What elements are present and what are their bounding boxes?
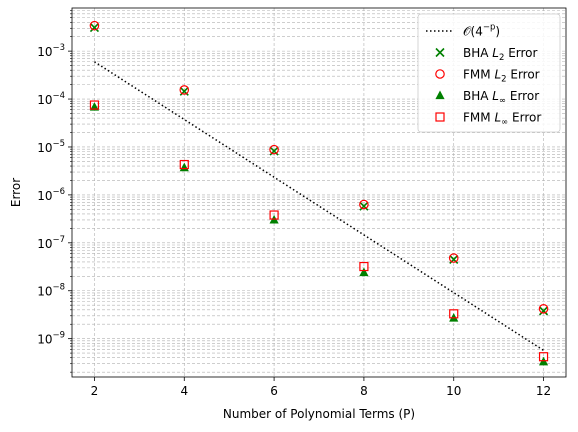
legend-item: 𝒪(4−p)	[426, 23, 500, 39]
x-axis-label: Number of Polynomial Terms (P)	[223, 407, 415, 421]
x-tick-label: 10	[446, 384, 461, 398]
data-point	[538, 306, 549, 316]
data-point	[359, 201, 369, 211]
series-3	[89, 102, 549, 366]
y-axis-label: Error	[9, 178, 23, 207]
legend-label: 𝒪(4−p)	[463, 23, 500, 39]
data-point	[538, 303, 549, 314]
legend-label: FMM L2 Error	[463, 68, 540, 85]
data-point	[359, 199, 369, 210]
series-2	[89, 20, 549, 314]
legend-item: FMM L2 Error	[435, 68, 540, 85]
plot-series	[89, 20, 549, 366]
data-point	[179, 85, 190, 95]
data-point	[179, 162, 189, 172]
y-tick-label: 10−9	[37, 331, 65, 347]
data-point	[538, 352, 549, 362]
plot-frame	[71, 7, 567, 378]
legend-item: FMM L∞ Error	[435, 111, 541, 128]
reference-line	[94, 61, 544, 351]
x-axis: 2 4 6 8 10 12	[91, 377, 551, 398]
data-point	[449, 309, 459, 319]
y-tick-label: 10−3	[37, 43, 65, 59]
legend-marker	[435, 90, 445, 100]
y-tick-label: 10−8	[37, 283, 65, 299]
legend-label: BHA L2 Error	[463, 46, 538, 63]
legend-box	[417, 13, 561, 133]
y-tick-label: 10−5	[37, 139, 65, 155]
y-tick-label: 10−6	[37, 187, 65, 203]
data-point	[89, 100, 100, 110]
data-point	[269, 146, 279, 156]
x-tick-label: 6	[270, 384, 278, 398]
series-0	[94, 61, 544, 351]
series-1	[89, 23, 549, 316]
data-point	[179, 86, 189, 96]
legend-marker	[435, 112, 445, 122]
data-point	[89, 23, 100, 33]
data-point	[359, 261, 369, 272]
x-tick-label: 12	[536, 384, 551, 398]
y-axis: 10−3 10−4 10−5 10−6 10−7 10−8 10−9	[37, 10, 72, 373]
grid	[72, 8, 566, 377]
legend-marker	[435, 69, 445, 79]
data-point	[269, 210, 279, 220]
data-point	[448, 253, 459, 263]
legend-item: BHA L2 Error	[435, 46, 538, 63]
legend-label: BHA L∞ Error	[463, 89, 539, 106]
data-point	[269, 144, 279, 155]
y-tick-label: 10−7	[37, 235, 65, 251]
y-tick-label: 10−4	[37, 91, 65, 107]
x-tick-label: 8	[360, 384, 368, 398]
x-tick-label: 4	[180, 384, 188, 398]
x-tick-label: 2	[91, 384, 99, 398]
legend-item: BHA L∞ Error	[435, 89, 539, 106]
data-point	[89, 20, 100, 31]
legend: 𝒪(4−p) BHA L2 Error FMM L2 Error BHA L∞ Err…	[417, 13, 561, 133]
series-4	[89, 100, 549, 362]
legend-label: FMM L∞ Error	[463, 111, 541, 128]
legend-marker	[435, 47, 445, 58]
data-point	[179, 159, 189, 170]
data-point	[449, 254, 459, 265]
data-point	[359, 267, 369, 277]
